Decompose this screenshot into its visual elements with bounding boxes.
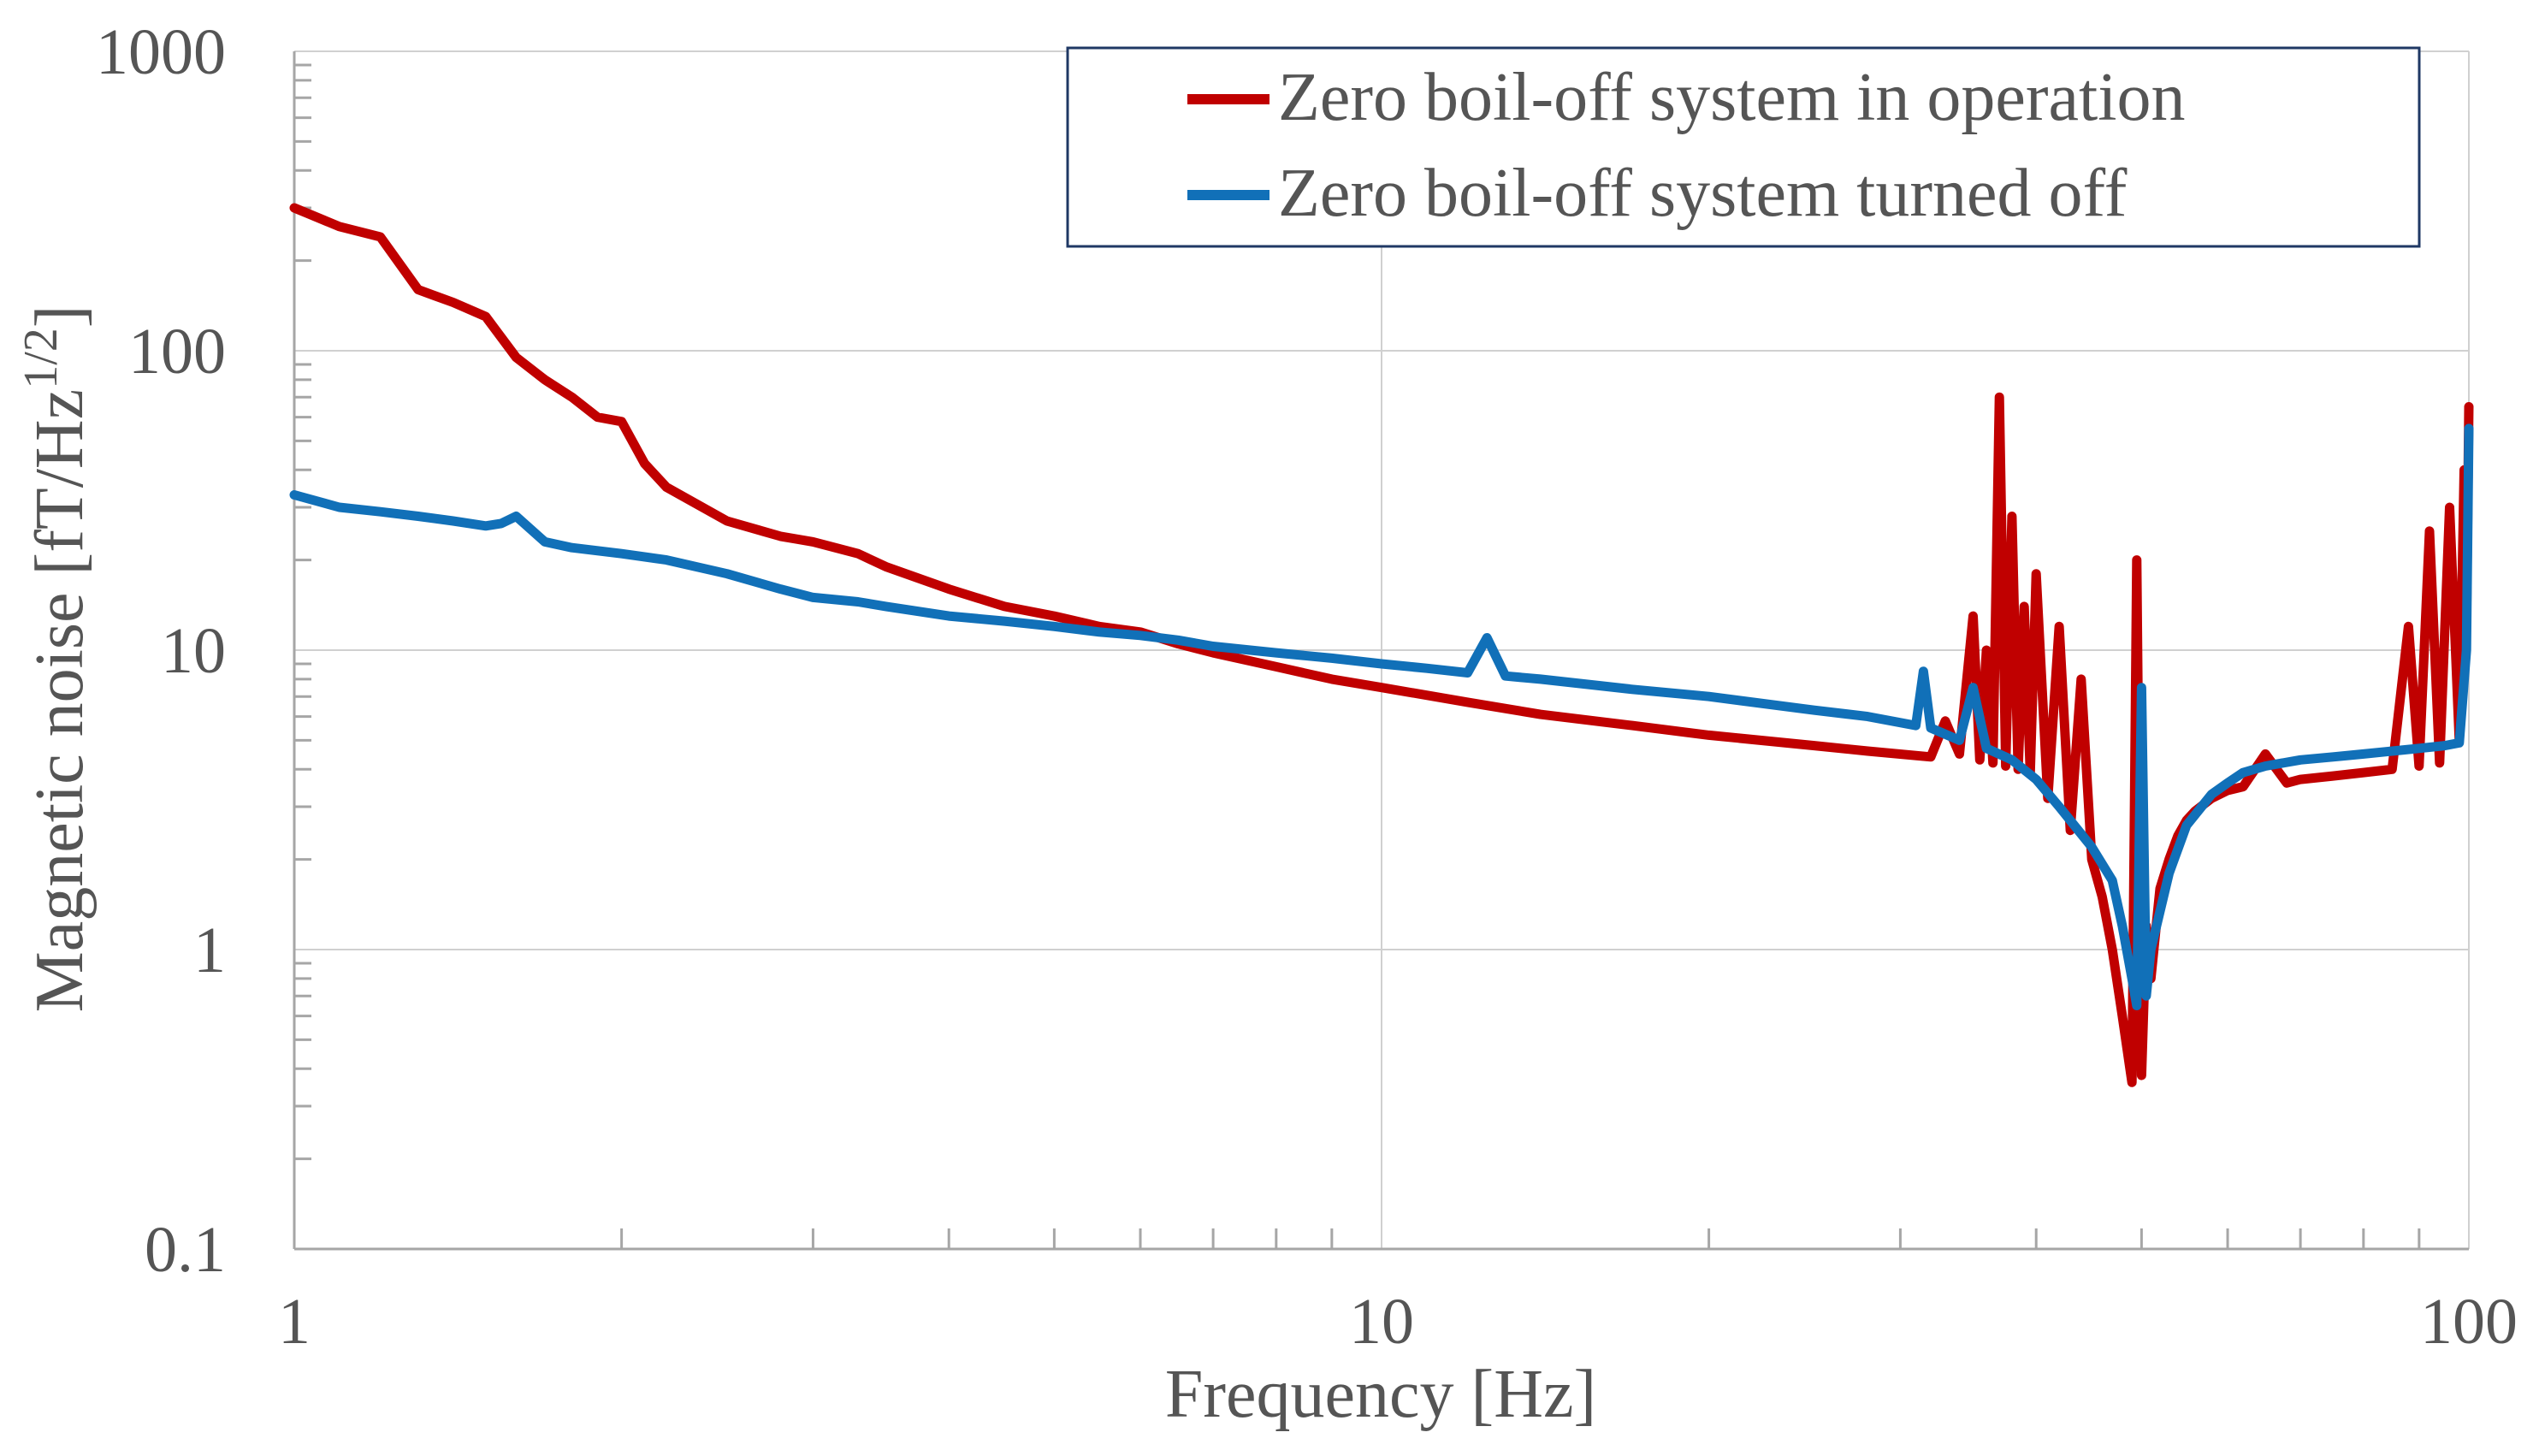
x-tick-label: 100: [2420, 1286, 2518, 1358]
y-axis-title: Magnetic noise [fT/Hz1/2]: [15, 305, 98, 1013]
x-tick-labels: 1 10 100: [278, 1286, 2518, 1358]
legend-label-turned-off: Zero boil-off system turned off: [1278, 156, 2128, 231]
y-tick-label: 1000: [96, 16, 226, 88]
legend: Zero boil-off system in operation Zero b…: [1066, 46, 2421, 248]
x-axis-title: Frequency [Hz]: [1165, 1357, 1596, 1432]
y-axis-title-close: ]: [22, 305, 98, 328]
y-tick-labels: 0.1 1 10 100 1000: [96, 16, 226, 1286]
legend-box: [1066, 46, 2421, 248]
y-tick-label: 0.1: [145, 1214, 226, 1286]
x-tick-label: 10: [1349, 1286, 1414, 1358]
y-tick-label: 1: [193, 914, 226, 986]
minor-ticks: [294, 63, 2421, 1249]
y-tick-label: 10: [161, 615, 226, 687]
y-axis-title-superscript: 1/2: [15, 328, 68, 389]
legend-label-in-operation: Zero boil-off system in operation: [1278, 60, 2186, 135]
y-axis-title-base: Magnetic noise [fT/Hz: [22, 389, 98, 1013]
series-line-in-operation: [289, 203, 2474, 1087]
x-tick-label: 1: [278, 1286, 311, 1358]
series-lines: [289, 203, 2474, 1087]
series-line-turned-off: [289, 423, 2474, 1010]
y-tick-label: 100: [128, 316, 226, 388]
